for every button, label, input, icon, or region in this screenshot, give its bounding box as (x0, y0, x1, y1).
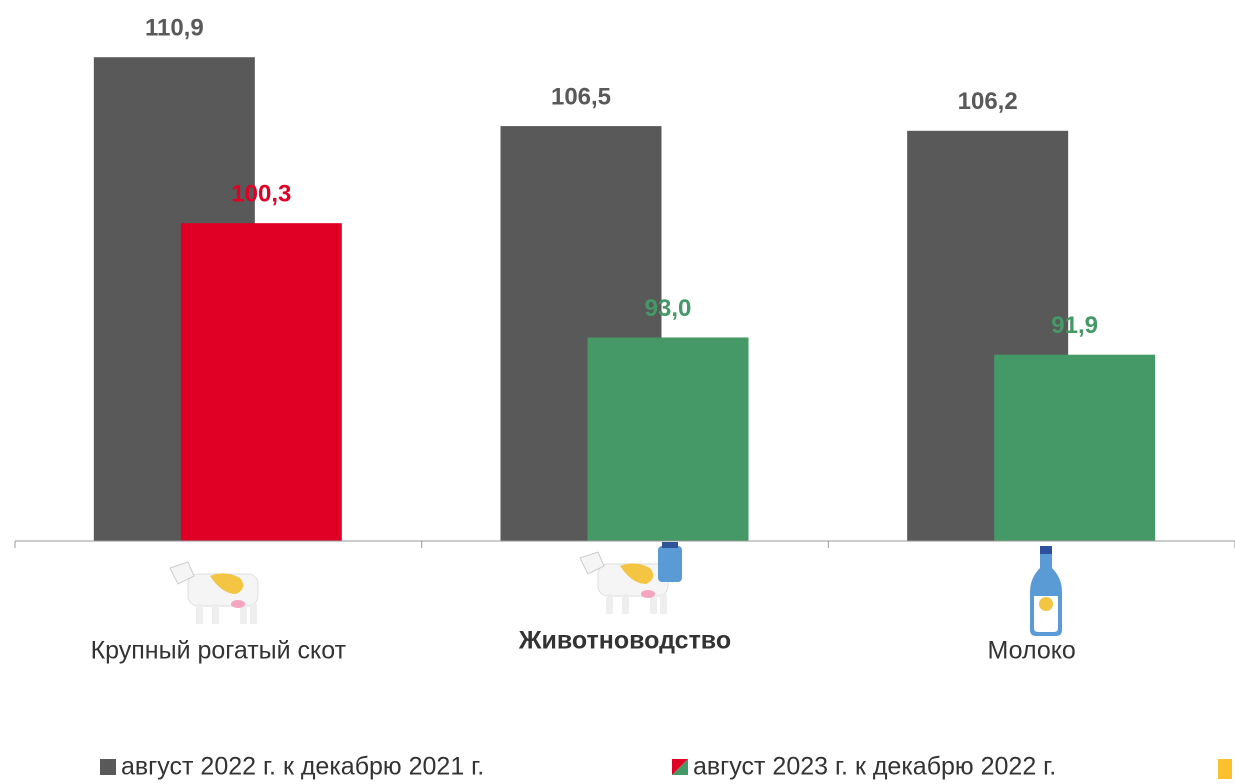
value-label: 106,2 (958, 88, 1018, 115)
legend-label: август 2023 г. к декабрю 2022 г. (693, 753, 1056, 781)
value-label: 100,3 (231, 181, 291, 208)
bar (180, 223, 342, 541)
x-tick-label: Крупный рогатый скот (91, 637, 347, 665)
x-tick-label: Животноводство (518, 627, 731, 655)
milk-bottle-icon (1030, 546, 1062, 636)
cow-bottle-icon (579, 542, 682, 614)
corner-marker (1218, 759, 1232, 779)
bar (587, 337, 749, 541)
bar (994, 354, 1156, 541)
value-label: 110,9 (145, 15, 204, 42)
value-label: 106,5 (551, 83, 611, 110)
legend-marker (100, 759, 116, 775)
value-label: 91,9 (1051, 312, 1098, 339)
x-tick-label: Молоко (987, 637, 1075, 665)
cow-icon (169, 561, 259, 624)
legend-label: август 2022 г. к декабрю 2021 г. (121, 753, 484, 781)
legend-marker (672, 759, 688, 775)
value-label: 93,0 (645, 295, 692, 322)
